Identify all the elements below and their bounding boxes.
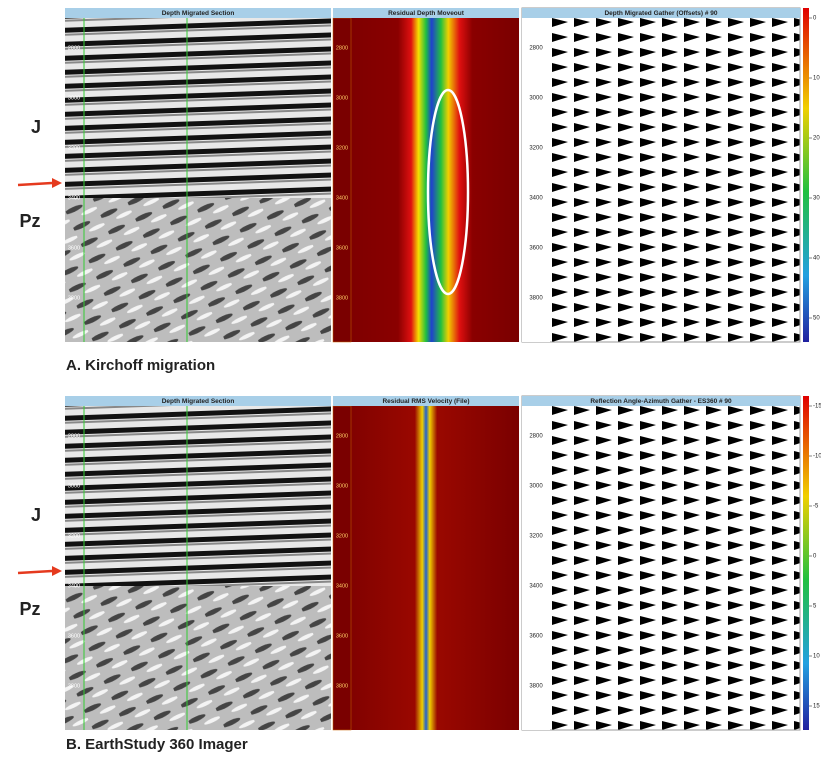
colorbar-tick-label: -5 [813, 504, 819, 510]
caption: A. Kirchoff migration [66, 357, 215, 374]
colorbar-tick-label: 10 [813, 654, 820, 660]
panel-title: Depth Migrated Section [162, 398, 235, 405]
colorbar-tick-label: 40 [813, 256, 820, 262]
depth-tick-label: 3600 [336, 633, 348, 639]
horizon-label: Pz [19, 599, 40, 619]
depth-tick-label: 2800 [336, 45, 348, 51]
section-reflectors [65, 406, 331, 586]
depth-tick-label: 3000 [336, 483, 348, 489]
depth-tick-label: 3200 [529, 534, 543, 540]
depth-tick-label: 3800 [529, 684, 543, 690]
depth-tick-label: 2800 [529, 434, 543, 440]
horizon-label: J [31, 117, 41, 137]
colorbar-tick-label: 15 [813, 704, 820, 710]
caption: B. EarthStudy 360 Imager [66, 736, 248, 753]
residual-panel [333, 396, 519, 730]
colorbar-tick-label: 0 [813, 554, 817, 560]
depth-tick-label: 3000 [68, 483, 80, 489]
gather-panel [522, 396, 800, 730]
panel-title: Residual Depth Moveout [388, 10, 465, 17]
residual-panel [333, 8, 519, 342]
depth-tick-label: 3200 [68, 145, 80, 151]
depth-tick-label: 3600 [68, 245, 80, 251]
colorbar-tick-label: 10 [813, 76, 820, 82]
depth-tick-label: 3600 [529, 634, 543, 640]
colorbar-tick-label: 50 [813, 316, 820, 322]
colorbar-tick-label: 5 [813, 604, 817, 610]
depth-tick-label: 3200 [336, 145, 348, 151]
colorbar [803, 8, 809, 342]
colorbar-tick-label: -15 [813, 404, 821, 410]
depth-tick-label: 2800 [68, 433, 80, 439]
panel-title: Reflection Angle-Azimuth Gather - ES360 … [590, 398, 732, 405]
colorbar-tick-label: 20 [813, 136, 820, 142]
panel-title: Residual RMS Velocity (File) [382, 398, 469, 405]
gather-axis [522, 406, 550, 730]
gather-panel [522, 8, 800, 342]
horizon-label: J [31, 505, 41, 525]
figure: Depth Migrated Section Residual Depth Mov… [0, 0, 821, 758]
colorbar-tick-label: -10 [813, 454, 821, 460]
panel-title: Depth Migrated Gather (Offsets) # 90 [604, 10, 717, 17]
depth-tick-label: 3800 [529, 296, 543, 302]
section-reflectors [65, 18, 331, 198]
gather-axis [522, 18, 550, 342]
residual-axis [333, 18, 351, 342]
depth-tick-label: 2800 [529, 46, 543, 52]
figure-row: Depth Migrated Section Residual RMS Veloc… [18, 396, 821, 753]
colorbar [803, 396, 809, 730]
depth-tick-label: 3000 [529, 484, 543, 490]
depth-tick-label: 3000 [68, 95, 80, 101]
depth-tick-label: 3400 [68, 583, 80, 589]
colorbar-tick-label: 0 [813, 16, 817, 22]
depth-tick-label: 3600 [68, 633, 80, 639]
depth-tick-label: 3800 [68, 683, 80, 689]
arrow [18, 571, 52, 573]
panel-title: Depth Migrated Section [162, 10, 235, 17]
depth-tick-label: 3600 [336, 245, 348, 251]
arrow-head [52, 178, 62, 188]
depth-tick-label: 3200 [68, 533, 80, 539]
depth-tick-label: 2800 [68, 45, 80, 51]
horizon-label: Pz [19, 211, 40, 231]
depth-tick-label: 2800 [336, 433, 348, 439]
depth-tick-label: 3800 [336, 295, 348, 301]
colorbar-tick-label: 30 [813, 196, 820, 202]
depth-tick-label: 3400 [529, 584, 543, 590]
depth-tick-label: 3200 [529, 146, 543, 152]
depth-tick-label: 3400 [336, 583, 348, 589]
depth-tick-label: 3400 [68, 195, 80, 201]
depth-tick-label: 3400 [336, 195, 348, 201]
depth-tick-label: 3800 [68, 295, 80, 301]
depth-tick-label: 3400 [529, 196, 543, 202]
figure-row: Depth Migrated Section Residual Depth Mov… [18, 8, 820, 374]
depth-tick-label: 3600 [529, 246, 543, 252]
depth-tick-label: 3000 [336, 95, 348, 101]
depth-tick-label: 3800 [336, 683, 348, 689]
arrow-head [52, 566, 62, 576]
residual-axis [333, 406, 351, 730]
depth-tick-label: 3200 [336, 533, 348, 539]
arrow [18, 183, 52, 185]
depth-tick-label: 3000 [529, 96, 543, 102]
